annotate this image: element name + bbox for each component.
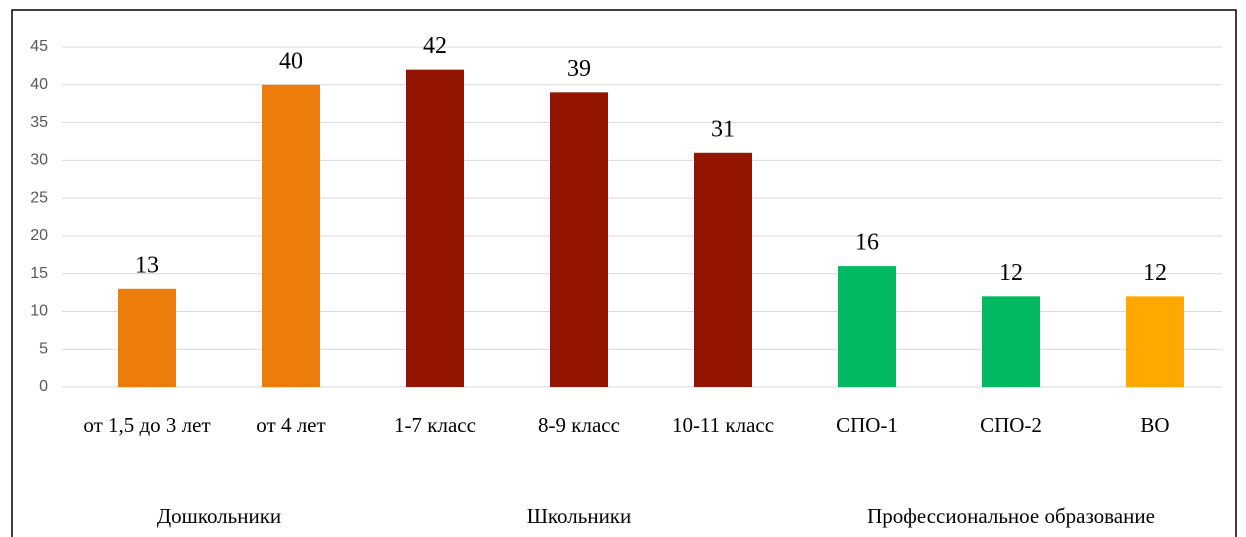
x-tick-label: от 4 лет (256, 413, 326, 437)
x-tick-label: ВО (1140, 413, 1170, 437)
value-label: 16 (855, 230, 879, 256)
bar (406, 69, 464, 388)
y-tick-label: 45 (30, 38, 48, 55)
y-tick-label: 35 (30, 114, 48, 131)
value-label: 39 (567, 56, 591, 82)
x-tick-label: 8-9 класс (538, 413, 620, 437)
y-tick-label: 10 (30, 303, 48, 320)
x-tick-label: от 1,5 до 3 лет (83, 413, 211, 437)
value-label: 42 (423, 33, 447, 59)
value-label: 40 (279, 48, 303, 74)
bar (1126, 296, 1184, 387)
bar (694, 152, 752, 387)
value-label: 13 (135, 252, 159, 278)
y-tick-label: 20 (30, 227, 48, 244)
bar (550, 92, 608, 387)
group-label: Профессиональное образование (867, 504, 1155, 528)
y-tick-label: 40 (30, 76, 48, 93)
y-tick-label: 15 (30, 265, 48, 282)
x-tick-label: 10-11 класс (671, 413, 775, 437)
y-tick-label: 25 (30, 189, 48, 206)
group-label: Дошкольники (157, 504, 281, 528)
group-label: Школьники (527, 504, 632, 528)
bar (838, 266, 896, 387)
y-tick-label: 30 (30, 152, 48, 169)
y-tick-label: 0 (39, 378, 48, 395)
frame-border (11, 9, 1237, 537)
y-tick-label: 5 (39, 340, 48, 357)
bar (118, 288, 176, 387)
x-tick-label: СПО-1 (836, 413, 898, 437)
value-label: 12 (999, 260, 1023, 286)
value-label: 31 (711, 116, 735, 142)
bar (262, 84, 320, 388)
x-tick-label: 1-7 класс (394, 413, 476, 437)
bar (982, 296, 1040, 387)
x-tick-label: СПО-2 (980, 413, 1042, 437)
value-label: 12 (1143, 260, 1167, 286)
